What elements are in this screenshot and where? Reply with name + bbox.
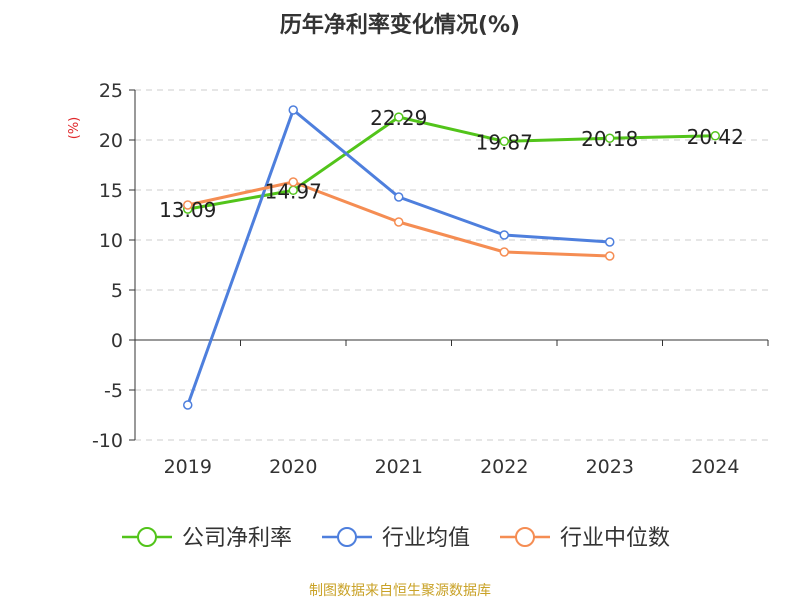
series-line <box>186 108 610 406</box>
legend-item[interactable]: 行业中位数 <box>500 526 670 551</box>
series-lines <box>183 105 720 410</box>
x-tick-label: 2020 <box>269 456 317 478</box>
data-point <box>288 105 298 115</box>
legend-marker <box>337 527 357 547</box>
y-tick-label: 0 <box>111 330 123 352</box>
y-axis-label: (%) <box>67 117 82 140</box>
y-tick-label: 15 <box>99 180 123 202</box>
data-point <box>394 112 404 122</box>
data-point <box>499 247 509 257</box>
data-point <box>183 200 193 210</box>
data-label: 22.29 <box>370 106 427 130</box>
x-tick-label: 2024 <box>691 456 739 478</box>
data-point <box>710 131 720 141</box>
axes: -10 -5 0 5 10 15 20 25 2019 2020 2021 2022 2023 2024 <box>92 80 769 478</box>
x-tick-label: 2022 <box>480 456 528 478</box>
legend-item[interactable]: 公司净利率 <box>122 526 292 551</box>
legend-marker <box>515 527 535 547</box>
data-point <box>605 133 615 143</box>
data-point <box>605 237 615 247</box>
y-tick-label: 10 <box>99 230 123 252</box>
legend-label: 行业中位数 <box>560 526 670 551</box>
chart-title: 历年净利率变化情况(%) <box>280 12 520 38</box>
series-line <box>187 115 716 211</box>
x-tick-label: 2019 <box>164 456 212 478</box>
y-tick-label: -10 <box>92 430 123 452</box>
y-tick-label: 20 <box>99 130 123 152</box>
data-point <box>288 177 298 187</box>
grid-lines <box>135 89 768 441</box>
y-tick-label: -5 <box>104 380 123 402</box>
legend-label: 公司净利率 <box>182 526 292 551</box>
y-tick-label: 25 <box>99 80 123 102</box>
data-labels: 13.09 14.97 22.29 19.87 20.18 20.42 <box>159 106 744 222</box>
y-tick-label: 5 <box>111 280 123 302</box>
legend-item[interactable]: 行业均值 <box>322 526 470 551</box>
data-label: 20.42 <box>687 125 744 149</box>
data-label: 13.09 <box>159 198 216 222</box>
data-label: 14.97 <box>265 179 322 203</box>
data-point <box>183 400 193 410</box>
data-point <box>605 251 615 261</box>
data-point <box>499 230 509 240</box>
legend-label: 行业均值 <box>382 526 470 551</box>
data-label: 20.18 <box>581 127 638 151</box>
x-tick-label: 2021 <box>375 456 423 478</box>
legend: 公司净利率 行业均值 行业中位数 <box>122 526 670 551</box>
legend-marker <box>137 527 157 547</box>
data-label: 19.87 <box>476 130 533 154</box>
data-point <box>499 136 509 147</box>
data-point <box>394 217 404 227</box>
x-tick-label: 2023 <box>586 456 634 478</box>
data-point <box>394 192 404 202</box>
source-note: 制图数据来自恒生聚源数据库 <box>309 583 491 599</box>
